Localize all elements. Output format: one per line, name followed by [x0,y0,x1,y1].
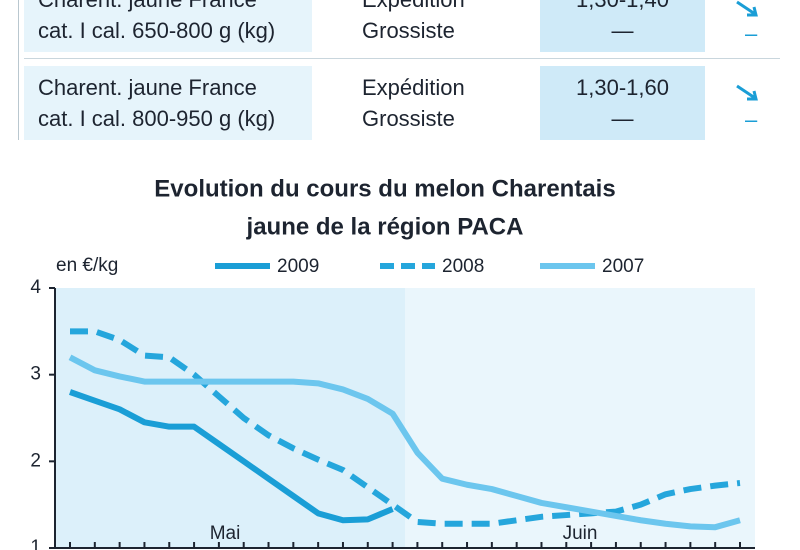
rule [18,0,19,140]
month-label: Mai [210,523,241,544]
chart-title: Evolution du cours du melon Charentais [154,175,615,202]
product: Charent. jaune France cat. I cal. 800-950… [38,75,276,131]
cell-bg [540,0,705,52]
plot-bg [405,288,755,548]
y-tick-label: 2 [30,450,41,471]
cell-bg [24,66,312,140]
legend-label: 2009 [277,256,319,277]
trend-arrow [736,0,758,17]
y-tick-label: 1 [30,537,41,550]
series-line [69,389,394,524]
y-tick-label: 3 [30,364,41,385]
cell-bg [24,0,312,52]
series-line [68,354,741,531]
month-label: Juin [563,523,598,544]
rule [24,58,780,59]
price: 1,30-1,60— [576,75,669,131]
cell-bg [540,66,705,140]
chart-title: jaune de la région PACA [246,213,524,240]
legend-label: 2007 [602,256,644,277]
y-tick-label: 4 [30,277,41,298]
price: 1,30-1,40— [576,0,669,43]
series-line [70,328,741,527]
trend: – [745,107,758,132]
trend-arrow [736,84,758,101]
plot-bg [55,288,405,548]
y-axis-label: en €/kg [56,255,118,276]
trend: – [745,21,758,46]
chart: Evolution du cours du melon Charentais j… [30,175,755,550]
legend-label: 2008 [442,256,484,277]
